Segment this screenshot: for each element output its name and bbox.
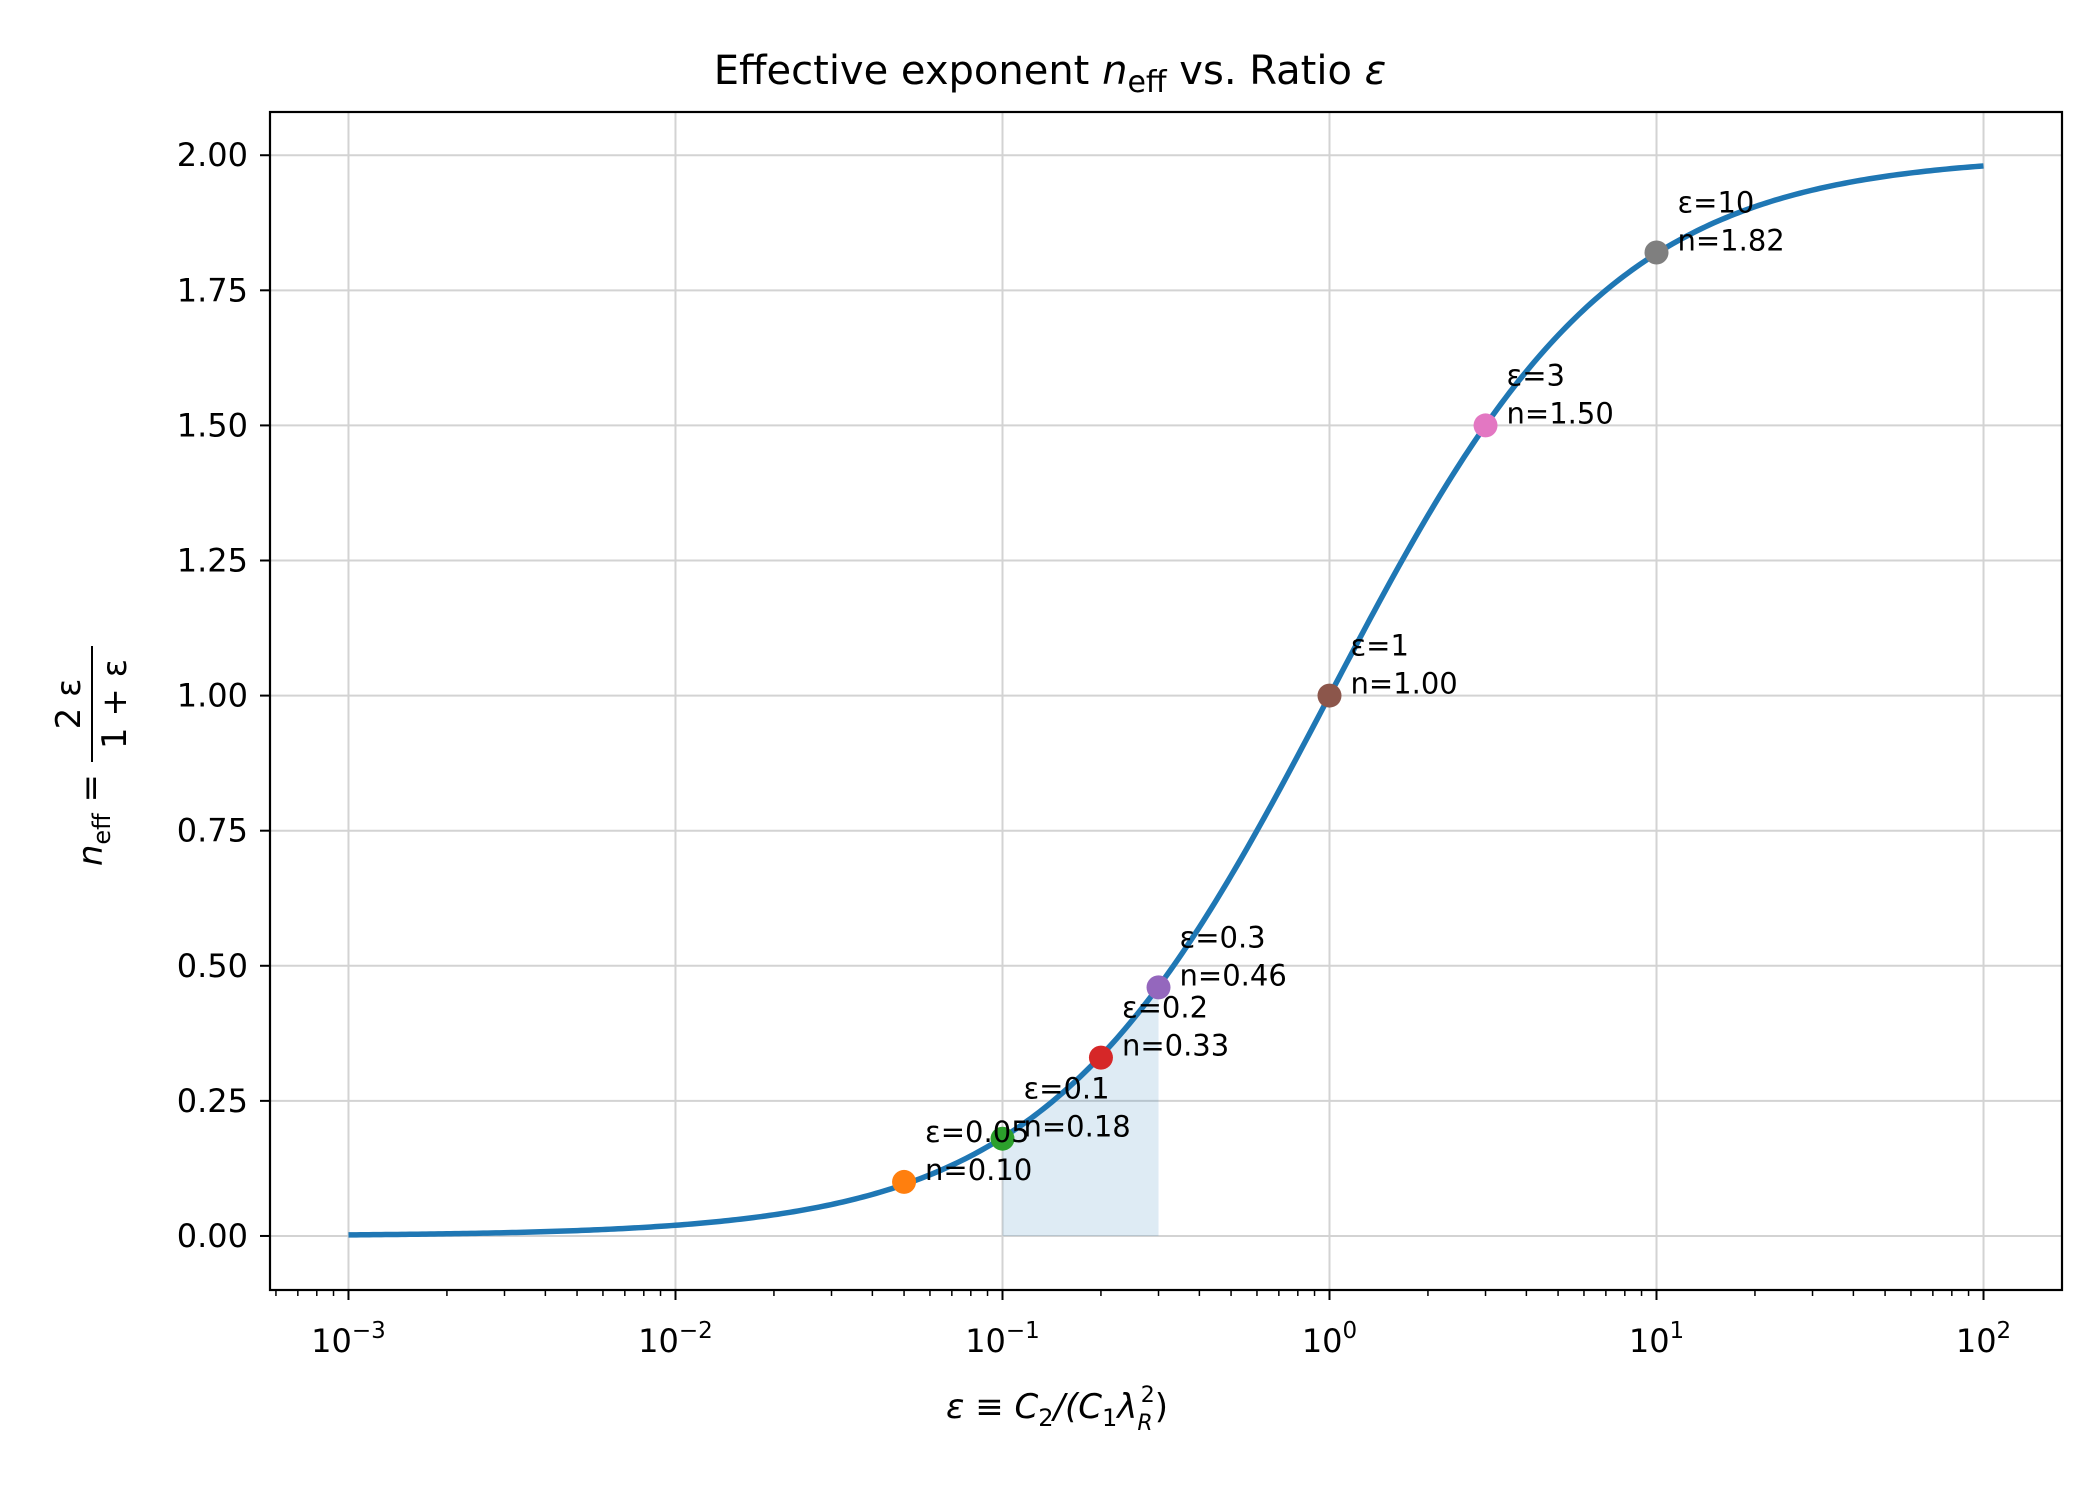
point-label-n: n=0.33 <box>1122 1029 1229 1063</box>
point-label-eps: ε=3 <box>1507 358 1565 392</box>
y-tick-label: 0.75 <box>177 812 248 850</box>
y-axis-label: neff = 2 ε 1 + ε <box>49 646 135 866</box>
x-tick-label: 10−2 <box>638 1318 713 1360</box>
curve-line <box>348 163 1984 1238</box>
data-point <box>1088 1045 1113 1070</box>
point-label-n: n=0.46 <box>1180 958 1287 992</box>
point-label-n: n=1.00 <box>1351 667 1458 701</box>
y-tick-label: 0.25 <box>177 1082 248 1120</box>
plot-frame <box>268 110 2064 1292</box>
points-group <box>892 240 1669 1194</box>
y-tick-label: 0.00 <box>177 1217 248 1255</box>
point-label-n: n=0.10 <box>925 1153 1032 1187</box>
point-label-n: n=0.18 <box>1024 1110 1131 1144</box>
y-tick-label: 0.50 <box>177 947 248 985</box>
point-label-n: n=1.82 <box>1678 224 1785 258</box>
point-label-eps: ε=0.3 <box>1180 920 1266 954</box>
shaded-region <box>1002 986 1159 1236</box>
y-label-lhs: neff = <box>71 774 116 866</box>
point-label-eps: ε=10 <box>1678 186 1755 220</box>
x-tick-label: 10−3 <box>311 1318 386 1360</box>
point-label-n: n=1.50 <box>1507 396 1614 430</box>
x-tick-label: 100 <box>1302 1318 1357 1360</box>
point-label-eps: ε=0.2 <box>1122 991 1208 1025</box>
data-point <box>1473 413 1498 438</box>
y-label-denominator: 1 + ε <box>95 659 135 749</box>
curve-group <box>348 163 1984 1238</box>
annotations-group: ε=0.05 n=0.10 ε=0.1 n=0.18 ε=0.2 n=0.33 ε=0.3 n… <box>925 186 1785 1187</box>
axes <box>268 110 2064 1292</box>
shaded-region-group <box>1002 986 1159 1236</box>
y-tick-label: 1.50 <box>177 406 248 444</box>
data-point <box>1644 240 1669 265</box>
data-point <box>1146 975 1171 1000</box>
x-axis-label: ε ≡ C2/(C1λR2) <box>946 1383 1168 1436</box>
point-label-eps: ε=0.1 <box>1024 1072 1110 1106</box>
data-point <box>1317 683 1342 708</box>
y-tick-label: 1.25 <box>177 542 248 580</box>
x-ticks: 10−3 10−2 10−1 100 101 102 <box>275 1290 2011 1360</box>
y-tick-label: 1.75 <box>177 271 248 309</box>
chart-title: Effective exponent neff vs. Ratio ε <box>714 48 1387 100</box>
x-tick-label: 101 <box>1629 1318 1684 1360</box>
point-label-eps: ε=1 <box>1351 629 1409 663</box>
y-ticks: 0.00 0.25 0.50 0.75 1.00 1.25 1.50 1.75 2.00 <box>177 136 270 1255</box>
data-point <box>892 1169 917 1194</box>
data-point <box>990 1126 1015 1151</box>
x-tick-label: 102 <box>1956 1318 2011 1360</box>
x-tick-label: 10−1 <box>965 1318 1040 1360</box>
y-tick-label: 1.00 <box>177 677 248 715</box>
y-tick-label: 2.00 <box>177 136 248 174</box>
y-label-numerator: 2 ε <box>49 679 89 730</box>
point-label-eps: ε=0.05 <box>925 1115 1030 1149</box>
grid <box>270 112 2062 1290</box>
